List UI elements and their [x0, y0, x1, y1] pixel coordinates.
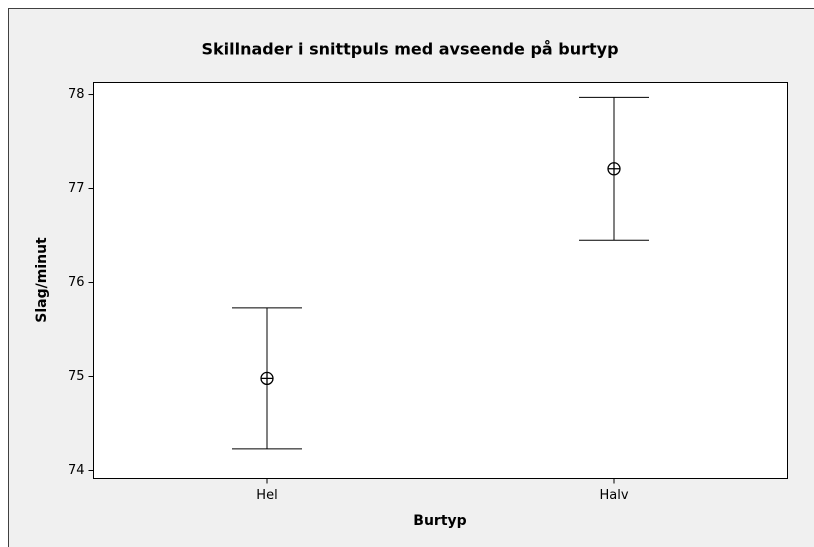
y-tick-label: 76	[68, 275, 85, 290]
chart-title: Skillnader i snittpuls med avseende på b…	[201, 40, 618, 59]
mean-marker-cross	[261, 372, 273, 385]
x-tick-label: Hel	[256, 488, 277, 503]
y-tick-label: 78	[68, 87, 85, 102]
x-tick-label: Halv	[599, 488, 628, 503]
y-axis-label: Slag/minut	[34, 237, 50, 323]
y-tick-label: 74	[68, 463, 85, 478]
y-tick-label: 75	[68, 369, 85, 384]
x-axis-label: Burtyp	[413, 513, 466, 529]
plot-area	[93, 82, 788, 479]
y-tick-label: 77	[68, 181, 85, 196]
mean-marker-cross	[608, 162, 620, 175]
